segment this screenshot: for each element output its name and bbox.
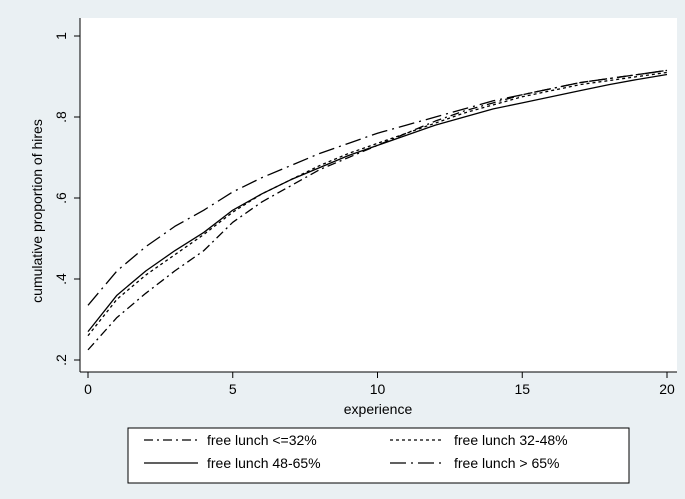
y-ticks: .2 .4 .6 .8 1 (53, 32, 80, 366)
legend-label-2: free lunch 32-48% (454, 432, 568, 448)
series-line-3 (87, 73, 668, 333)
y-tick-label: .4 (53, 273, 69, 285)
legend-label-1: free lunch <=32% (207, 432, 317, 448)
x-ticks: 0 5 10 15 20 (84, 372, 675, 397)
y-tick-label: .8 (53, 111, 69, 123)
x-tick-label: 20 (659, 381, 675, 397)
x-tick-label: 0 (84, 381, 92, 397)
legend-label-3: free lunch 48-65% (207, 455, 321, 471)
y-axis-title: cumulative proportion of hires (29, 119, 45, 303)
axes (79, 18, 677, 373)
series-layer (87, 69, 668, 351)
y-tick-label: .6 (53, 192, 69, 204)
legend-label-4: free lunch > 65% (454, 455, 559, 471)
x-tick-label: 10 (370, 381, 386, 397)
x-tick-label: 15 (514, 381, 530, 397)
x-tick-label: 5 (229, 381, 237, 397)
plot-area (80, 18, 677, 372)
series-line-4 (87, 69, 668, 306)
series-line-2 (87, 71, 668, 337)
legend: free lunch <=32% free lunch 32-48% free lu… (127, 427, 630, 484)
legend-items: free lunch <=32% free lunch 32-48% free lu… (144, 432, 568, 471)
legend-box (127, 427, 630, 484)
y-tick-label: 1 (53, 32, 69, 40)
y-tick-label: .2 (53, 354, 69, 366)
x-axis-title: experience (344, 401, 413, 417)
